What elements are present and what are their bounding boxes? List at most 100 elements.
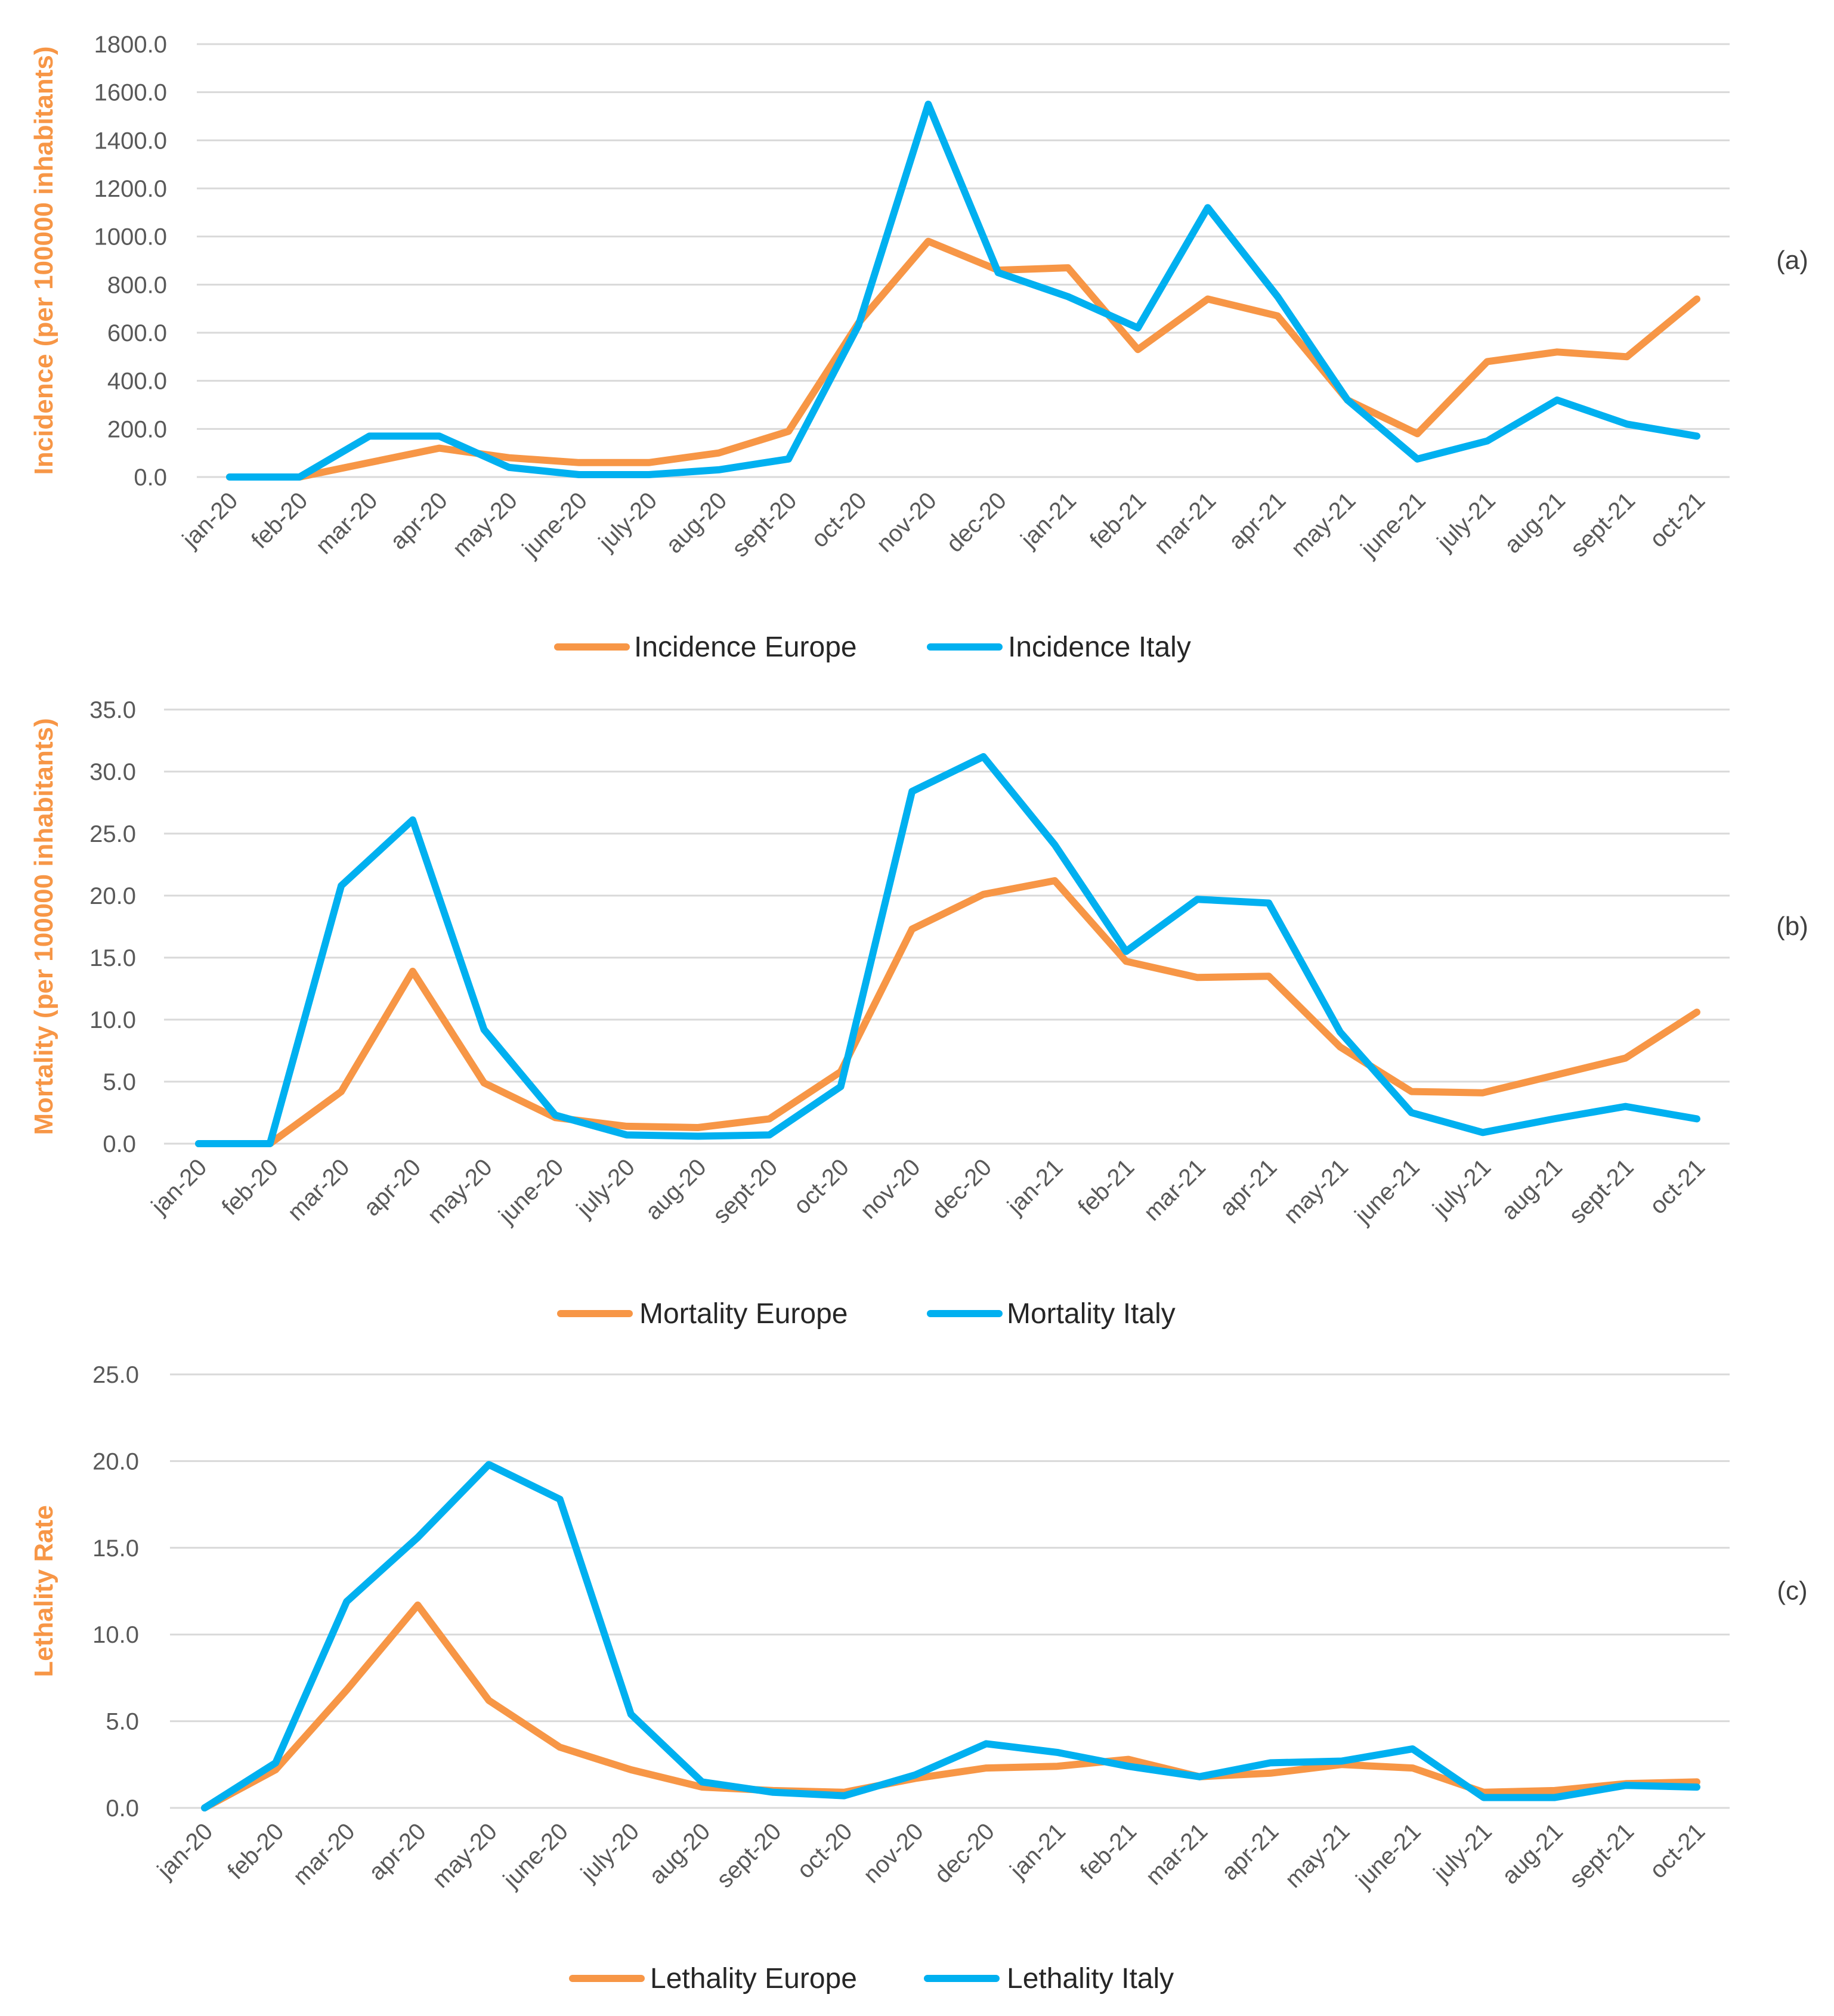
x-tick-label: mar-20 — [288, 1818, 360, 1890]
x-tick-label: apr-21 — [1215, 1154, 1282, 1221]
x-tick-label: may-21 — [1286, 487, 1360, 562]
chart-panel-b: 0.0 5.0 10.0 15.0 20.0 25.0 30.0 35.0 Mortality … — [29, 697, 1808, 1330]
x-tick-label: july-21 — [1428, 1818, 1497, 1887]
series-line-mortality-europe — [195, 877, 1700, 1147]
x-tick-label: sept-21 — [1564, 1818, 1639, 1893]
x-tick-label: oct-21 — [1645, 1154, 1711, 1219]
x-tick-label: mar-20 — [283, 1154, 355, 1226]
legend: Lethality Europe Lethality Italy — [569, 1963, 1174, 1995]
chart-panel-c: 0.0 5.0 10.0 15.0 20.0 25.0 Lethality Rate jan-… — [29, 1362, 1808, 1995]
x-tick-label: jan-20 — [146, 1154, 212, 1219]
legend-label: Mortality Italy — [1007, 1298, 1176, 1330]
x-tick-label: june-20 — [517, 487, 592, 562]
panel-label: (b) — [1776, 912, 1808, 941]
series-line-lethality-italy — [201, 1461, 1700, 1811]
x-tick-label: july-21 — [1427, 1154, 1496, 1222]
x-tick-label: sept-20 — [712, 1818, 786, 1893]
x-tick-label: july-21 — [1432, 487, 1501, 556]
x-tick-label: nov-20 — [855, 1154, 926, 1224]
y-tick-label: 1600.0 — [94, 80, 167, 106]
legend-item: Incidence Italy — [927, 631, 1191, 663]
series-line-mortality-italy — [195, 753, 1700, 1147]
x-tick-label: may-20 — [448, 487, 522, 562]
legend: Mortality Europe Mortality Italy — [557, 1298, 1176, 1330]
x-tick-label: may-20 — [422, 1154, 497, 1228]
legend-item: Incidence Europe — [554, 631, 857, 663]
legend-item: Mortality Italy — [927, 1298, 1176, 1330]
x-tick-label: feb-21 — [1075, 1818, 1142, 1884]
x-tick-label: sept-20 — [708, 1154, 783, 1228]
y-tick-label: 0.0 — [134, 464, 167, 491]
x-tick-label: july-20 — [593, 487, 662, 556]
x-tick-label: nov-20 — [858, 1818, 929, 1888]
chart-panel-a: 0.0 200.0 400.0 600.0 800.0 1000.0 1200.0 1400.… — [29, 32, 1808, 663]
x-tick-label: dec-20 — [927, 1154, 997, 1224]
y-tick-label: 800.0 — [107, 272, 167, 298]
x-tick-label: may-20 — [428, 1818, 502, 1893]
y-axis-tick-labels: 0.0 200.0 400.0 600.0 800.0 1000.0 1200.0 1400.… — [94, 32, 167, 491]
x-tick-label: july-20 — [576, 1818, 644, 1887]
gridlines — [197, 43, 1730, 478]
x-tick-label: aug-20 — [644, 1818, 715, 1889]
y-tick-label: 5.0 — [106, 1709, 139, 1735]
legend-label: Lethality Europe — [650, 1963, 857, 1995]
y-axis-title: Mortality (per 100000 inhabitants) — [29, 718, 58, 1135]
x-tick-label: oct-20 — [792, 1818, 858, 1884]
x-tick-label: jan-20 — [152, 1818, 218, 1884]
x-tick-label: apr-20 — [358, 1154, 426, 1221]
x-tick-label: aug-20 — [661, 487, 732, 558]
y-tick-label: 200.0 — [107, 416, 167, 442]
x-tick-label: aug-21 — [1496, 1154, 1567, 1225]
x-tick-label: jan-21 — [1005, 1818, 1071, 1884]
x-tick-label: june-21 — [1356, 487, 1431, 562]
y-tick-label: 10.0 — [92, 1622, 139, 1648]
x-tick-label: aug-21 — [1497, 1818, 1568, 1889]
y-axis-tick-labels: 0.0 5.0 10.0 15.0 20.0 25.0 30.0 35.0 — [89, 697, 136, 1157]
legend-item: Mortality Europe — [557, 1298, 848, 1330]
y-tick-label: 400.0 — [107, 368, 167, 395]
x-tick-label: apr-20 — [385, 487, 453, 555]
x-tick-label: july-20 — [571, 1154, 640, 1222]
y-axis-tick-labels: 0.0 5.0 10.0 15.0 20.0 25.0 — [92, 1362, 139, 1822]
series-line-incidence-italy — [226, 100, 1700, 481]
x-tick-label: mar-21 — [1141, 1818, 1213, 1890]
x-tick-label: apr-21 — [1217, 1818, 1284, 1885]
y-tick-label: 30.0 — [89, 759, 136, 785]
y-tick-label: 5.0 — [103, 1069, 136, 1095]
x-tick-label: june-21 — [1350, 1154, 1425, 1229]
x-tick-label: june-20 — [498, 1818, 573, 1893]
y-axis-title: Lethality Rate — [29, 1505, 58, 1677]
panel-label: (a) — [1776, 246, 1808, 275]
y-tick-label: 1000.0 — [94, 224, 167, 250]
x-tick-label: sept-21 — [1564, 1154, 1638, 1228]
x-tick-label: mar-20 — [311, 487, 383, 559]
x-tick-label: mar-21 — [1149, 487, 1221, 559]
y-tick-label: 1400.0 — [94, 128, 167, 154]
y-tick-label: 1800.0 — [94, 32, 167, 58]
x-tick-label: sept-21 — [1566, 487, 1640, 562]
x-tick-label: june-21 — [1351, 1818, 1426, 1893]
legend-label: Incidence Italy — [1008, 631, 1191, 663]
x-tick-label: oct-21 — [1645, 1818, 1711, 1884]
x-tick-label: feb-20 — [246, 487, 313, 553]
y-tick-label: 0.0 — [106, 1795, 139, 1822]
y-tick-label: 10.0 — [89, 1007, 136, 1033]
y-tick-label: 35.0 — [89, 697, 136, 723]
x-tick-label: jan-21 — [1002, 1154, 1068, 1219]
y-tick-label: 600.0 — [107, 320, 167, 346]
x-tick-label: apr-20 — [364, 1818, 431, 1885]
x-tick-label: nov-20 — [871, 487, 942, 558]
y-tick-label: 15.0 — [89, 945, 136, 971]
y-tick-label: 25.0 — [92, 1362, 139, 1388]
y-tick-label: 1200.0 — [94, 176, 167, 202]
legend-item: Lethality Italy — [924, 1963, 1174, 1995]
x-tick-label: oct-21 — [1645, 487, 1711, 553]
x-tick-label: may-21 — [1280, 1818, 1354, 1893]
x-tick-label: aug-20 — [641, 1154, 712, 1225]
legend-label: Mortality Europe — [639, 1298, 848, 1330]
legend-label: Incidence Europe — [634, 631, 857, 663]
